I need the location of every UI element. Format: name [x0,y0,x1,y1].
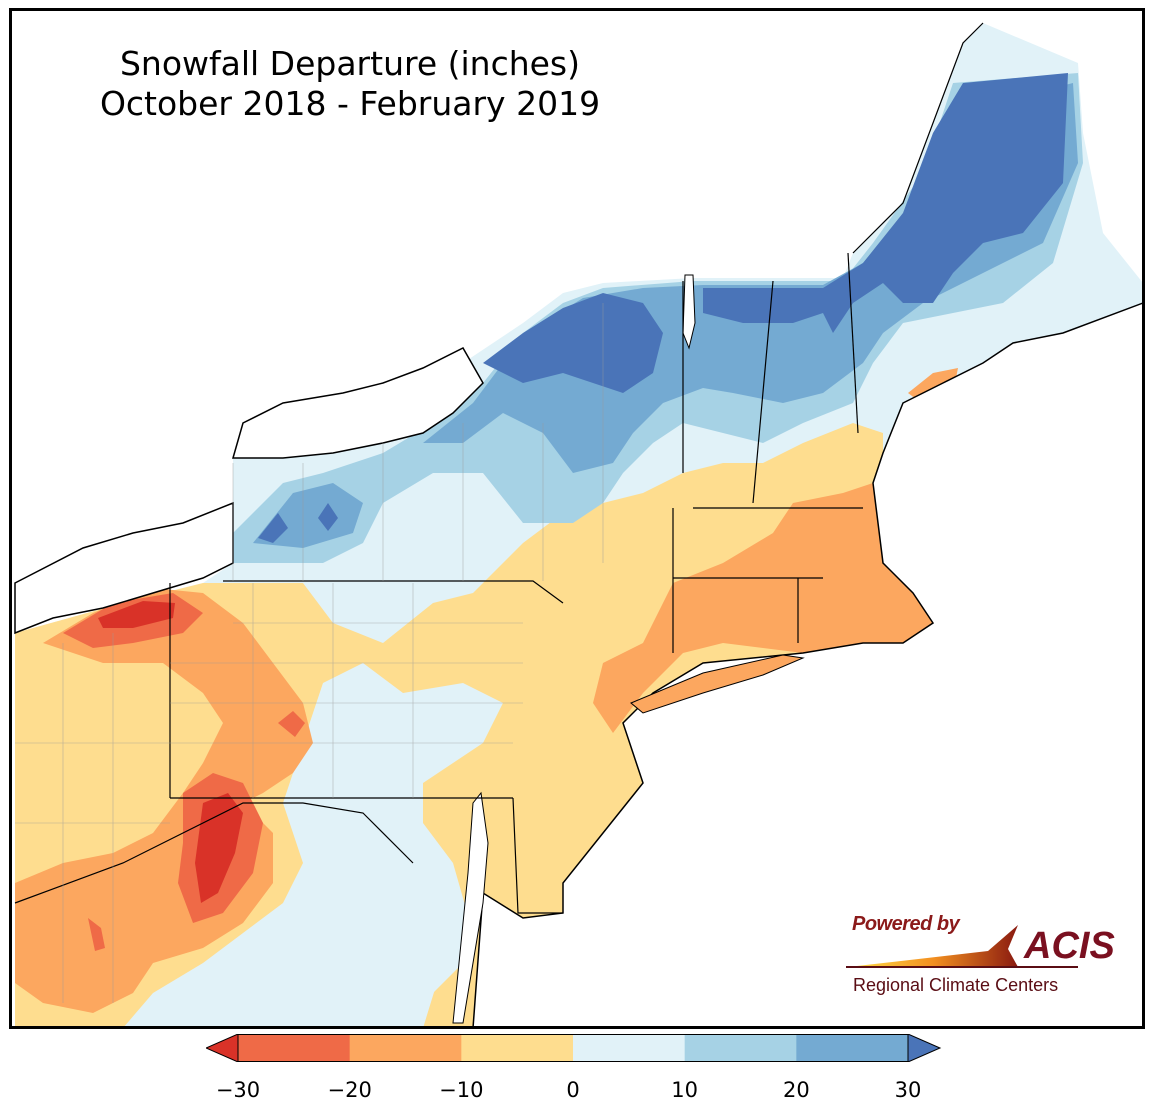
county-boundaries [15,303,604,1003]
zone-orange-sw [88,918,105,951]
zone-deep-blue-4 [318,503,338,531]
zone-orange-east [593,483,933,733]
colorbar-bin [238,1034,351,1062]
colorbar-tick-label: 20 [782,1078,810,1102]
colorbar-bin [573,1034,686,1062]
ny-pa-border [223,580,564,604]
colorbar-bins [238,1034,909,1062]
zone-orange-west [15,588,313,1013]
zone-light-blue-south [154,803,443,1026]
acis-logo: Powered by ACIS Regional Climate Centers [838,911,1128,1011]
colorbar-tick-label: 0 [566,1078,580,1102]
colorbar-under-arrow [206,1034,239,1062]
water-bodies [14,274,1142,1026]
vt-nh-border [752,280,774,504]
lake-erie [14,501,234,635]
colorbar-bin [349,1034,462,1062]
map-title-line-2: October 2018 - February 2019 [99,84,601,123]
de-md-border [512,797,563,914]
atlantic-ocean [472,302,1142,1026]
zone-deep-red [98,601,175,628]
colorbar-bin [796,1034,909,1062]
colorbar-bin [461,1034,574,1062]
colorbar-bin [684,1034,797,1062]
state-boundaries [14,22,984,914]
colorbar [206,1034,942,1062]
zone-deep-blue-3 [258,513,288,543]
map-title-line-1: Snowfall Departure (inches) [119,44,581,83]
zone-deep-blue-2 [703,73,1068,333]
zone-red-3 [278,711,305,737]
colorbar-outline [237,1034,909,1062]
colorbar-tick-label: −10 [439,1078,484,1102]
map-frame: Snowfall Departure (inches) October 2018… [9,8,1145,1029]
acis-swoosh-icon [846,925,1078,968]
powered-by-text: Powered by [852,913,960,935]
acis-brand-text: ACIS [1024,925,1115,967]
colorbar-over-arrow [907,1034,942,1062]
wv-va-border [14,802,414,904]
long-island [630,654,805,714]
chesapeake-bay [452,791,489,1024]
nh-me-border [847,252,859,434]
regional-climate-centers-text: Regional Climate Centers [853,975,1059,995]
colorbar-tick-label: −30 [215,1078,261,1102]
colorbar-tick-label: 10 [671,1078,699,1102]
colorbar-tick-label: 30 [894,1078,922,1102]
snowfall-departure-map [14,22,1142,1026]
lake-ontario [232,347,484,459]
colorbar-tick-label: −20 [327,1078,372,1102]
maine-north-border [852,22,984,254]
zone-deep-blue [483,293,663,393]
